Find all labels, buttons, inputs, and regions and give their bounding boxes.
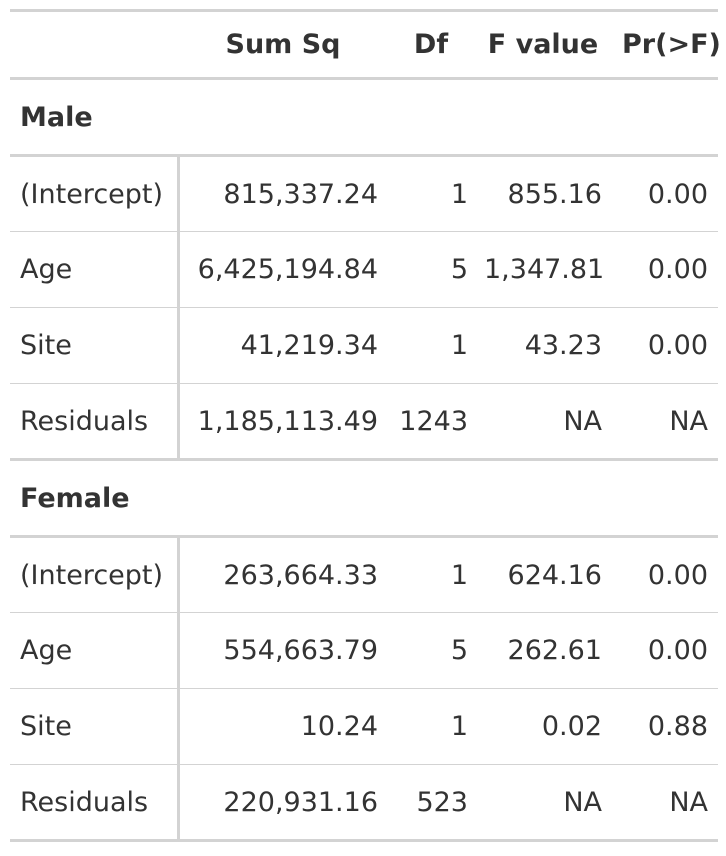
cell-term: Age [10, 612, 180, 689]
cell-term: Residuals [10, 383, 180, 461]
header-sum-sq: Sum Sq [178, 9, 388, 80]
cell-sum-sq: 6,425,194.84 [178, 231, 388, 308]
cell-f-value: 43.23 [474, 307, 612, 384]
cell-sum-sq: 41,219.34 [178, 307, 388, 384]
cell-term: Site [10, 307, 180, 384]
cell-sum-sq: 554,663.79 [178, 612, 388, 689]
table-row: Age 6,425,194.84 5 1,347.81 0.00 [10, 231, 718, 308]
table-row: Site 10.24 1 0.02 0.88 [10, 688, 718, 765]
header-term [10, 9, 178, 80]
group-heading-female: Female [10, 459, 718, 538]
group-heading-row: Male [10, 78, 718, 157]
header-df: Df [388, 9, 474, 80]
cell-df: 1 [388, 307, 474, 384]
table-row: Site 41,219.34 1 43.23 0.00 [10, 307, 718, 384]
cell-sum-sq: 220,931.16 [178, 764, 388, 842]
group-male: Male (Intercept) 815,337.24 1 855.16 0.0… [10, 78, 718, 461]
cell-f-value: 262.61 [474, 612, 612, 689]
cell-term: (Intercept) [10, 155, 180, 232]
cell-df: 1 [388, 688, 474, 765]
table-row: (Intercept) 815,337.24 1 855.16 0.00 [10, 155, 718, 232]
cell-sum-sq: 1,185,113.49 [178, 383, 388, 461]
table-header: Sum Sq Df F value Pr(>F) [10, 9, 721, 80]
cell-p-value: 0.00 [612, 155, 718, 232]
cell-p-value: 0.00 [612, 612, 718, 689]
cell-df: 5 [388, 231, 474, 308]
cell-p-value: NA [612, 764, 718, 842]
cell-df: 1243 [388, 383, 474, 461]
cell-term: Site [10, 688, 180, 765]
table-row: Residuals 1,185,113.49 1243 NA NA [10, 383, 718, 461]
cell-sum-sq: 10.24 [178, 688, 388, 765]
cell-p-value: 0.88 [612, 688, 718, 765]
cell-term: Residuals [10, 764, 180, 842]
cell-f-value: 855.16 [474, 155, 612, 232]
cell-term: Age [10, 231, 180, 308]
cell-sum-sq: 815,337.24 [178, 155, 388, 232]
group-female: Female (Intercept) 263,664.33 1 624.16 0… [10, 459, 718, 842]
table-row: Residuals 220,931.16 523 NA NA [10, 764, 718, 842]
header-row: Sum Sq Df F value Pr(>F) [10, 9, 721, 80]
group-heading-row: Female [10, 459, 718, 538]
cell-f-value: NA [474, 383, 612, 461]
group-heading-male: Male [10, 78, 718, 157]
table-row: (Intercept) 263,664.33 1 624.16 0.00 [10, 536, 718, 613]
cell-p-value: 0.00 [612, 307, 718, 384]
cell-f-value: 624.16 [474, 536, 612, 613]
cell-df: 1 [388, 155, 474, 232]
table-row: Age 554,663.79 5 262.61 0.00 [10, 612, 718, 689]
cell-df: 523 [388, 764, 474, 842]
cell-f-value: NA [474, 764, 612, 842]
cell-df: 1 [388, 536, 474, 613]
cell-p-value: 0.00 [612, 231, 718, 308]
header-f-value: F value [474, 9, 612, 80]
cell-f-value: 0.02 [474, 688, 612, 765]
cell-df: 5 [388, 612, 474, 689]
cell-p-value: NA [612, 383, 718, 461]
cell-f-value: 1,347.81 [474, 231, 612, 308]
cell-sum-sq: 263,664.33 [178, 536, 388, 613]
cell-term: (Intercept) [10, 536, 180, 613]
header-p-value: Pr(>F) [612, 9, 721, 80]
anova-table: Sum Sq Df F value Pr(>F) Male (Intercept… [10, 9, 721, 842]
cell-p-value: 0.00 [612, 536, 718, 613]
